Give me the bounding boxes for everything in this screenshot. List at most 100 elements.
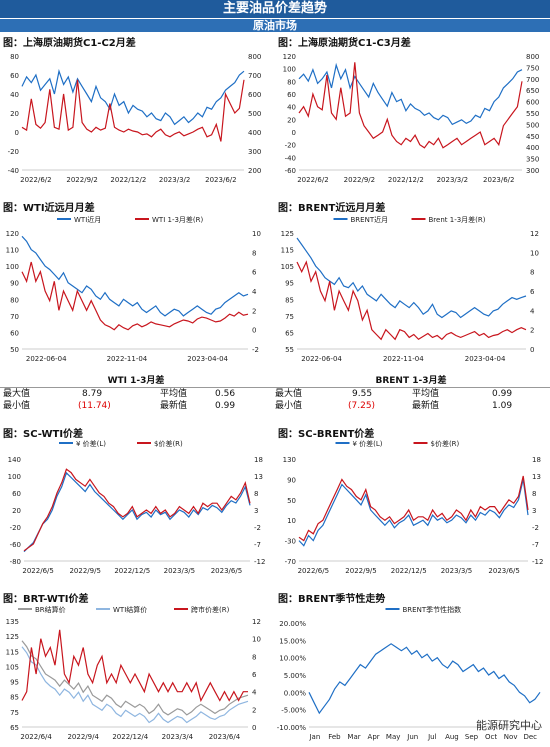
x-tick-label: 2022/6/4	[20, 733, 52, 741]
y-left-tick-label: 20.00%	[279, 620, 306, 628]
series-line-1	[21, 235, 249, 317]
chart-panel-c2: 图：上海原油期货C1-C3月差 120 100 80 60 40 20 0 -20 -40 -60…	[275, 34, 550, 189]
x-tick-label: Nov	[504, 733, 518, 741]
latest-label: 最新值	[412, 401, 440, 411]
x-tick-label: 2022/6/2	[297, 176, 328, 184]
x-tick-label: 2022/6/2	[20, 176, 51, 184]
y-left-tick-label: 120	[283, 53, 296, 61]
min-value: (11.74)	[78, 401, 111, 411]
chart-title: 图：上海原油期货C1-C3月差	[278, 38, 411, 49]
y-right-tick-label: 300	[248, 148, 261, 156]
y-right-tick-label: -12	[532, 558, 543, 566]
y-left-tick-label: 75	[10, 709, 19, 717]
x-tick-label: 2022-11-04	[107, 355, 148, 363]
y-right-tick-label: 3	[254, 507, 258, 515]
page-header: 主要油品价差趋势	[0, 0, 550, 18]
legend-label: ¥ 价差(L)	[353, 439, 383, 448]
chart-title: 图：WTI近远月月差	[3, 203, 95, 214]
series-line-1	[21, 640, 249, 716]
y-right-tick-label: 6	[530, 288, 535, 296]
y-right-tick-label: 10	[252, 230, 261, 238]
x-tick-label: 2023/3/2	[437, 176, 468, 184]
chart-c5: 140 100 60 20 -20 -60 -80 18 13 8 3 -2 -7 -12 2022/6/5…	[8, 439, 266, 575]
latest-label: 最新值	[160, 401, 188, 411]
y-right-tick-label: 8	[530, 269, 534, 277]
chart-title: 图：BRT-WTI价差	[3, 594, 89, 605]
y-right-tick-label: 350	[526, 156, 539, 164]
y-right-tick-label: 12	[530, 230, 539, 238]
x-tick-label: 2022/12/4	[112, 733, 148, 741]
y-right-tick-label: 8	[254, 490, 258, 498]
x-tick-label: Sep	[465, 733, 479, 741]
y-right-tick-label: 8	[252, 653, 256, 661]
y-left-tick-label: 65	[285, 329, 294, 337]
y-left-tick-label: -80	[10, 558, 21, 566]
section-header: 原油市场	[0, 19, 550, 32]
y-left-tick-label: 80	[287, 78, 296, 86]
y-right-tick-label: 8	[532, 490, 536, 498]
x-tick-label: 2023/6/5	[488, 567, 519, 575]
series-line-1	[298, 62, 523, 126]
y-right-tick-label: 200	[248, 167, 261, 175]
y-right-tick-label: -2	[252, 346, 259, 354]
y-left-tick-label: 105	[6, 663, 19, 671]
legend-label: WTI结算价	[113, 605, 147, 614]
y-left-tick-label: 95	[285, 280, 294, 288]
legend-label: BRENT季节性指数	[403, 605, 462, 614]
chart-c3: 120 110 100 90 80 70 60 50 10 8 6 4 2 0 -2 2022-06-04 20…	[6, 215, 261, 363]
y-left-tick-label: 125	[281, 230, 294, 238]
x-tick-label: Jun	[406, 733, 418, 741]
y-left-tick-label: 10.00%	[279, 655, 306, 663]
y-left-tick-label: 0	[15, 129, 19, 137]
y-left-tick-label: -20	[8, 148, 19, 156]
y-right-tick-label: 450	[526, 133, 539, 141]
series-line-2	[21, 261, 249, 331]
y-right-tick-label: 4	[252, 288, 257, 296]
y-left-tick-label: 125	[6, 633, 19, 641]
x-tick-label: 2023/3/2	[159, 176, 190, 184]
y-left-tick-label: -40	[285, 154, 296, 162]
y-right-tick-label: 600	[248, 91, 261, 99]
y-right-tick-label: 0	[252, 327, 256, 335]
y-left-tick-label: 115	[6, 648, 19, 656]
legend-label: $价差(R)	[431, 439, 460, 448]
max-label: 最大值	[3, 389, 31, 399]
y-right-tick-label: 6	[252, 671, 257, 679]
x-tick-label: Jul	[427, 733, 437, 741]
y-right-tick-label: -7	[532, 541, 539, 549]
x-tick-label: 2022/6/5	[22, 567, 53, 575]
y-right-tick-label: -2	[532, 524, 539, 532]
y-right-tick-label: 500	[248, 110, 261, 118]
x-tick-label: 2022/12/5	[391, 567, 427, 575]
chart-c1: 806040200-20-408007006005004003002002022…	[8, 53, 262, 184]
x-tick-label: 2022/12/5	[114, 567, 150, 575]
y-right-tick-label: 300	[526, 167, 539, 175]
x-tick-label: 2022/9/5	[345, 567, 376, 575]
y-left-tick-label: -70	[285, 558, 296, 566]
y-left-tick-label: 50	[10, 346, 19, 354]
series-line-2	[21, 79, 245, 142]
x-tick-label: 2022-11-04	[383, 355, 424, 363]
y-left-tick-label: 90	[10, 280, 19, 288]
y-left-tick-label: 60	[10, 329, 19, 337]
series-line-2	[21, 646, 249, 724]
chart-title: 图：BRENT季节性走势	[278, 594, 386, 605]
min-label: 最小值	[3, 401, 31, 411]
x-tick-label: Jan	[308, 733, 320, 741]
y-left-tick-label: 15.00%	[279, 637, 306, 645]
chart-panel-c3: 图：WTI近远月月差 120 110 100 90 80 70 60 50 10 8 6 4 2 0 -2 2…	[0, 199, 272, 371]
series-line-2	[23, 468, 251, 552]
y-right-tick-label: 650	[526, 87, 539, 95]
x-tick-label: 2023/6/2	[483, 176, 514, 184]
y-left-tick-label: 65	[10, 724, 19, 732]
legend-label: $价差(R)	[154, 439, 183, 448]
legend-label: WTI 1-3月差(R)	[152, 215, 204, 224]
chart-panel-c7: 图：BRT-WTI价差 135 125 115 105 95 85 75 65 12 10 8 6 4 2…	[0, 590, 272, 747]
x-tick-label: 2022/12/2	[110, 176, 146, 184]
x-tick-label: 2022-06-04	[26, 355, 67, 363]
legend-label: ¥ 价差(L)	[76, 439, 106, 448]
y-right-tick-label: 600	[526, 99, 539, 107]
legend-label: BR结算价	[35, 605, 66, 614]
y-left-tick-label: 75	[285, 313, 294, 321]
x-tick-label: May	[386, 733, 400, 741]
